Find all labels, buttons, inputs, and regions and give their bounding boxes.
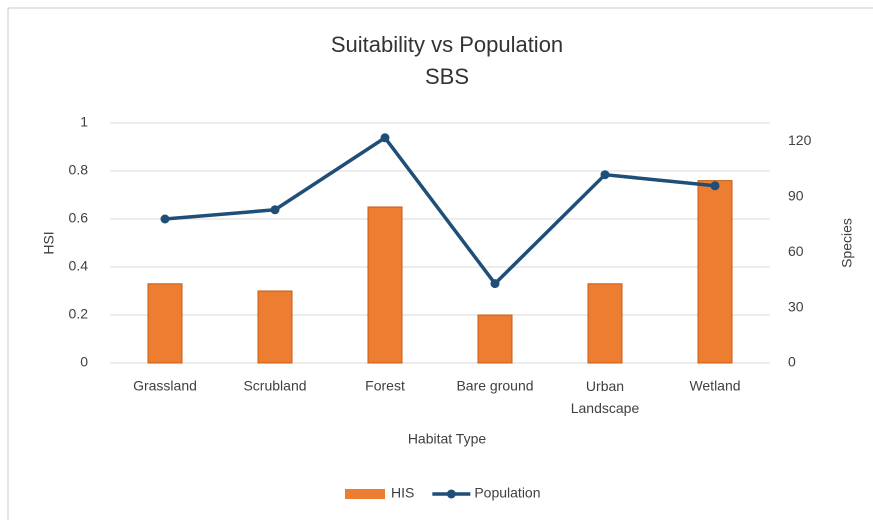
y-tick-label: 0 <box>80 354 88 370</box>
y-tick-label: 0.4 <box>69 258 89 274</box>
bar <box>367 206 403 364</box>
y2-tick-label: 60 <box>788 243 804 259</box>
line-marker <box>160 214 170 224</box>
y2-tick-label: 0 <box>788 354 796 370</box>
bar <box>697 180 733 364</box>
legend-label: Population <box>474 485 540 501</box>
line-marker <box>380 133 390 143</box>
line-marker <box>710 181 720 191</box>
bar <box>477 314 513 364</box>
y-tick-label: 1 <box>80 114 88 130</box>
legend-label: HIS <box>391 485 414 501</box>
x-tick-label: Wetland <box>689 378 740 394</box>
bar <box>147 283 183 364</box>
y-tick-label: 0.8 <box>69 162 89 178</box>
line <box>164 136 716 286</box>
chart-title: Suitability vs Population <box>331 32 563 57</box>
x-tick-label: Bare ground <box>456 378 533 394</box>
y2-axis-label: Species <box>839 218 855 268</box>
y2-tick-label: 90 <box>788 188 804 204</box>
legend-swatch <box>345 489 385 499</box>
y-tick-label: 0.6 <box>69 210 89 226</box>
x-tick-label: Grassland <box>133 378 197 394</box>
x-tick-label: Scrubland <box>243 378 306 394</box>
bar <box>257 290 293 364</box>
y-tick-label: 0.2 <box>69 306 89 322</box>
y-axis-label: HSI <box>41 231 57 254</box>
x-tick-label: Urban Landscape <box>571 378 640 416</box>
bar <box>587 283 623 364</box>
line-marker <box>490 279 500 289</box>
x-tick-label: Forest <box>365 378 405 394</box>
x-axis-label: Habitat Type <box>408 431 487 447</box>
y2-tick-label: 120 <box>788 132 812 148</box>
y2-tick-label: 30 <box>788 298 804 314</box>
legend-swatch <box>446 489 456 499</box>
line-marker <box>270 205 280 215</box>
line-marker <box>600 170 610 180</box>
chart-subtitle: SBS <box>425 64 469 89</box>
